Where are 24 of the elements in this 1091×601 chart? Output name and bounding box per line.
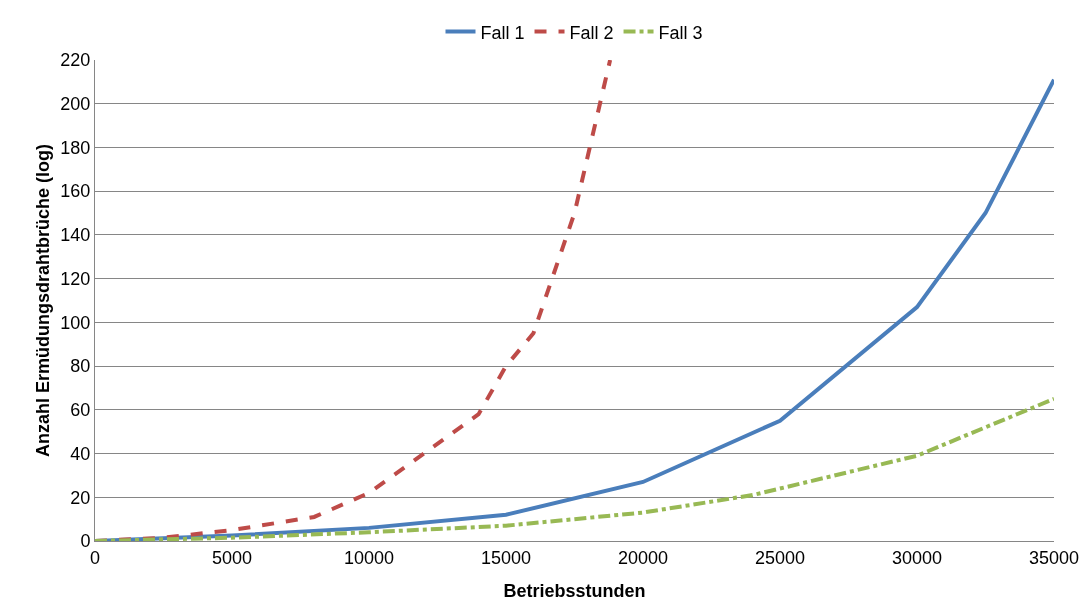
x-tick-label: 20000 xyxy=(617,547,669,568)
y-tick-label: 180 xyxy=(60,137,91,158)
x-tick-label: 5000 xyxy=(211,547,253,568)
y-tick-label: 0 xyxy=(80,531,91,552)
y-tick-label: 220 xyxy=(60,50,91,71)
y-tick-label: 20 xyxy=(70,487,91,508)
legend-label: Fall 2 xyxy=(569,22,614,43)
y-tick-label: 80 xyxy=(70,356,91,377)
y-tick-label: 120 xyxy=(60,268,91,289)
y-tick-label: 140 xyxy=(60,225,91,246)
y-tick-label: 40 xyxy=(70,443,91,464)
x-tick-label: 30000 xyxy=(891,547,943,568)
y-tick-label: 200 xyxy=(60,94,91,115)
y-tick-label: 100 xyxy=(60,312,91,333)
y-axis-title: Anzahl Ermüdungsdrahtbrüche (log) xyxy=(33,144,53,457)
legend-label: Fall 1 xyxy=(480,22,525,43)
x-tick-label: 35000 xyxy=(1028,547,1080,568)
x-axis-title: Betriebsstunden xyxy=(503,581,646,601)
x-tick-label: 10000 xyxy=(343,547,395,568)
y-tick-label: 160 xyxy=(60,181,91,202)
x-tick-label: 25000 xyxy=(754,547,806,568)
y-tick-label: 60 xyxy=(70,400,91,421)
legend-label: Fall 3 xyxy=(658,22,703,43)
x-tick-label: 15000 xyxy=(480,547,532,568)
